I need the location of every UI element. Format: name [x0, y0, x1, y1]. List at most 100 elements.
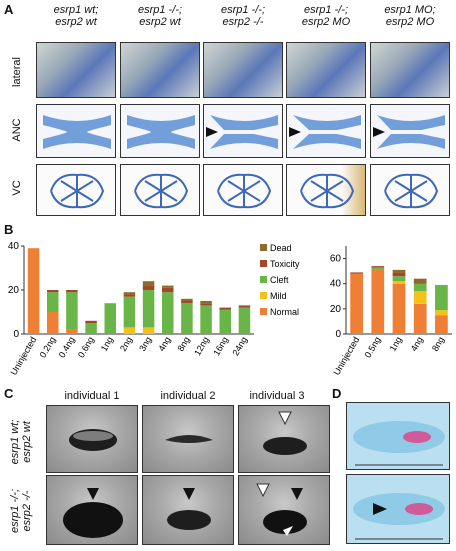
- lateral-image-4: [286, 42, 366, 98]
- bar-segment-normal: [27, 248, 40, 334]
- panel-c-col-title: individual 1: [64, 390, 120, 402]
- bar-segment-cleft: [142, 290, 155, 328]
- panel-d-letter: D: [332, 386, 342, 401]
- bar-segment-toxicity: [392, 272, 406, 277]
- bar-segment-toxicity: [371, 266, 385, 268]
- x-tick-label: 0.2ng: [38, 335, 58, 360]
- panel-a-col-title: esrp1 MO; esrp2 MO: [384, 4, 436, 28]
- bar-segment-normal: [371, 269, 385, 334]
- bar-segment-normal: [66, 329, 78, 334]
- sem-image-wt-3: [238, 405, 330, 473]
- bar-segment-toxicity: [123, 294, 136, 297]
- bar-segment-dead: [200, 301, 212, 304]
- bar-segment-normal: [413, 303, 427, 334]
- y-tick-label: 20: [330, 304, 342, 315]
- panel-c-row-label: esrp1 wt; esrp2 wt: [9, 419, 33, 465]
- bar-segment-cleft: [371, 267, 385, 270]
- panel-c-col-title: individual 2: [160, 390, 216, 402]
- bar-segment-mild: [142, 327, 155, 334]
- bar-segment-cleft: [162, 292, 174, 334]
- vc-image-5: [370, 164, 450, 216]
- panel-a-col-title: esrp1 -/-; esrp2 -/-: [220, 4, 265, 28]
- x-tick-label: Uninjected: [8, 335, 38, 377]
- bar-segment-cleft: [238, 307, 251, 334]
- x-tick-label: 3ng: [137, 335, 153, 353]
- lateral-image-5: [370, 42, 450, 98]
- cleft-arrowhead-icon: [373, 127, 385, 137]
- x-tick-label: 1ng: [388, 335, 404, 353]
- bar-segment-mild: [392, 281, 406, 284]
- panel-c-col-title: individual 3: [249, 390, 305, 402]
- legend-label: Mild: [270, 291, 287, 301]
- panel-c-letter: C: [4, 386, 14, 401]
- legend-swatch-toxicity: [260, 260, 267, 267]
- bar-segment-toxicity: [162, 287, 174, 293]
- y-tick-label: 40: [8, 241, 20, 252]
- x-tick-label: 4ng: [156, 335, 172, 353]
- x-tick-label: 4ng: [409, 335, 425, 353]
- bar-segment-toxicity: [413, 282, 427, 284]
- legend-swatch-dead: [260, 244, 267, 251]
- x-tick-label: 8ng: [430, 335, 446, 353]
- x-tick-label: 12ng: [192, 335, 211, 357]
- sem-image-mut-1: [46, 475, 138, 545]
- lateral-image-2: [120, 42, 200, 98]
- open-arrowhead-icon: [256, 483, 270, 498]
- y-tick-label: 0: [13, 329, 19, 340]
- arrowhead-icon: [373, 503, 387, 515]
- legend-label: Normal: [270, 307, 299, 317]
- anc-image-4: [286, 104, 366, 158]
- sem-image-wt-2: [142, 405, 234, 473]
- bar-segment-dead: [181, 298, 193, 301]
- open-arrowhead-icon: [278, 411, 292, 426]
- arrowhead-icon: [183, 488, 195, 500]
- sem-image-mut-3: [238, 475, 330, 545]
- anc-image-1: [36, 104, 116, 158]
- bar-segment-toxicity: [350, 272, 363, 274]
- bar-segment-cleft: [85, 323, 97, 334]
- y-tick-label: 0: [335, 329, 341, 340]
- panel-a-col-title: esrp1 wt; esrp2 wt: [53, 4, 99, 28]
- vc-image-1: [36, 164, 116, 216]
- x-tick-label: 1ng: [99, 335, 115, 353]
- legend-swatch-cleft: [260, 276, 267, 283]
- cleft-arrowhead-icon: [289, 127, 301, 137]
- row-label-lateral: lateral: [11, 57, 23, 87]
- legend-label: Dead: [270, 243, 292, 253]
- bar-segment-normal: [47, 312, 59, 334]
- chart-right: 0 20 40 60 Uninjected 0.5ng 1ng 4ng 8ng: [330, 246, 452, 377]
- bar-segment-cleft: [219, 309, 231, 334]
- arrowhead-icon: [87, 488, 99, 500]
- panel-a-letter: A: [4, 2, 14, 17]
- bar-segment-normal: [350, 273, 363, 334]
- vc-image-3: [203, 164, 283, 216]
- bar-segment-cleft: [104, 303, 116, 334]
- bar-segment-toxicity: [238, 305, 251, 308]
- bar-segment-toxicity: [85, 320, 97, 323]
- x-tick-label: 16ng: [211, 335, 230, 357]
- x-tick-label: 0.4ng: [57, 335, 77, 360]
- x-tick-label: 2ng: [118, 335, 134, 353]
- x-tick-label: 8ng: [175, 335, 191, 353]
- white-arrowhead-icon: [283, 526, 293, 536]
- x-tick-label: Uninjected: [331, 335, 361, 377]
- chart-left: 0 20 40 Uninjected 0.2ng 0.4ng 0.6ng 1ng 2ng 3ng 4…: [8, 241, 254, 377]
- lateral-image-1: [36, 42, 116, 98]
- lateral-image-3: [203, 42, 283, 98]
- bar-segment-mild: [435, 310, 448, 316]
- vc-image-2: [120, 164, 200, 216]
- bar-segment-mild: [413, 291, 427, 304]
- vc-image-4: [286, 164, 366, 216]
- row-label-anc: ANC: [11, 118, 23, 142]
- row-label-vc: VC: [11, 180, 23, 196]
- bar-segment-dead: [123, 292, 136, 295]
- x-tick-label: 0.6ng: [76, 335, 96, 360]
- bar-segment-toxicity: [66, 290, 78, 293]
- bar-segment-toxicity: [219, 307, 231, 310]
- cleft-arrowhead-icon: [206, 127, 218, 137]
- panel-a-col-title: esrp1 -/-; esrp2 wt: [137, 4, 182, 28]
- bar-segment-cleft: [47, 292, 59, 312]
- panel-b-letter: B: [4, 222, 14, 237]
- bar-segment-toxicity: [200, 303, 212, 306]
- y-tick-label: 60: [330, 254, 342, 265]
